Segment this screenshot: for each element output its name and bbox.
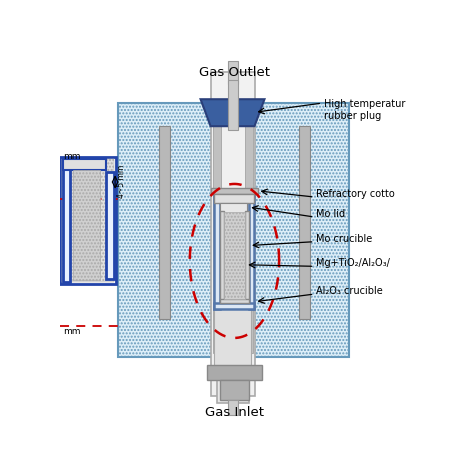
Bar: [214, 189, 220, 309]
Bar: [299, 126, 310, 319]
Bar: [214, 307, 251, 365]
Bar: [210, 103, 255, 396]
Bar: [106, 173, 114, 279]
Text: Gas Outlet: Gas Outlet: [199, 66, 270, 79]
Bar: [211, 188, 257, 194]
Bar: [220, 380, 249, 400]
Bar: [63, 159, 106, 170]
Bar: [228, 80, 237, 130]
Bar: [217, 365, 249, 403]
Bar: [245, 211, 249, 303]
Bar: [224, 212, 245, 300]
Text: mm: mm: [63, 152, 80, 161]
Bar: [159, 126, 170, 319]
Text: Mo crucible: Mo crucible: [316, 234, 372, 244]
Bar: [249, 189, 255, 309]
Bar: [214, 194, 255, 203]
Text: High temperatur
rubber plug: High temperatur rubber plug: [324, 99, 405, 121]
Bar: [73, 170, 100, 280]
Bar: [63, 159, 71, 282]
Bar: [210, 72, 255, 115]
Bar: [228, 61, 237, 84]
Bar: [213, 107, 220, 353]
Text: Mg+TiO₂/Al₂O₃/: Mg+TiO₂/Al₂O₃/: [316, 258, 390, 268]
Bar: [228, 400, 237, 415]
Text: Mo lid: Mo lid: [316, 209, 345, 219]
Text: Gas Inlet: Gas Inlet: [205, 406, 264, 419]
Bar: [220, 300, 249, 303]
Bar: [118, 103, 349, 357]
Bar: [62, 158, 114, 283]
Text: mm: mm: [63, 327, 80, 336]
Text: Al₂O₃ crucible: Al₂O₃ crucible: [316, 286, 383, 296]
Bar: [220, 211, 224, 303]
Bar: [207, 365, 262, 380]
Bar: [245, 107, 253, 353]
Text: Refractory cotto: Refractory cotto: [316, 189, 395, 199]
Text: 4~5 mm: 4~5 mm: [117, 165, 126, 198]
Bar: [61, 157, 116, 284]
Polygon shape: [201, 99, 264, 126]
Bar: [214, 303, 255, 309]
Bar: [220, 203, 247, 214]
